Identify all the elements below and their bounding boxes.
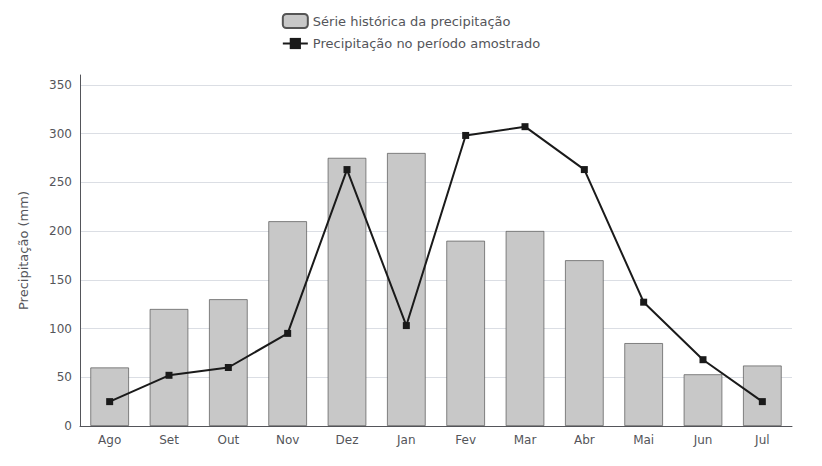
svg-text:Nov: Nov	[276, 433, 299, 447]
svg-text:200: 200	[49, 224, 72, 238]
svg-text:300: 300	[49, 127, 72, 141]
svg-text:Precipitação no período amostr: Precipitação no período amostrado	[313, 36, 540, 51]
svg-text:Jul: Jul	[754, 433, 769, 447]
svg-text:Precipitação (mm): Precipitação (mm)	[16, 191, 31, 310]
svg-text:Fev: Fev	[455, 433, 476, 447]
svg-text:Ago: Ago	[98, 433, 121, 447]
svg-text:Abr: Abr	[574, 433, 595, 447]
svg-text:0: 0	[64, 419, 72, 433]
svg-text:Série histórica da precipitaçã: Série histórica da precipitação	[313, 14, 511, 29]
svg-text:350: 350	[49, 78, 72, 92]
svg-text:250: 250	[49, 175, 72, 189]
svg-text:Dez: Dez	[336, 433, 359, 447]
svg-text:Mai: Mai	[633, 433, 654, 447]
svg-text:50: 50	[57, 370, 72, 384]
svg-text:Set: Set	[159, 433, 179, 447]
svg-text:150: 150	[49, 273, 72, 287]
svg-text:100: 100	[49, 322, 72, 336]
svg-text:Mar: Mar	[514, 433, 537, 447]
svg-text:Jan: Jan	[396, 433, 416, 447]
svg-text:Jun: Jun	[693, 433, 713, 447]
svg-text:Out: Out	[217, 433, 239, 447]
